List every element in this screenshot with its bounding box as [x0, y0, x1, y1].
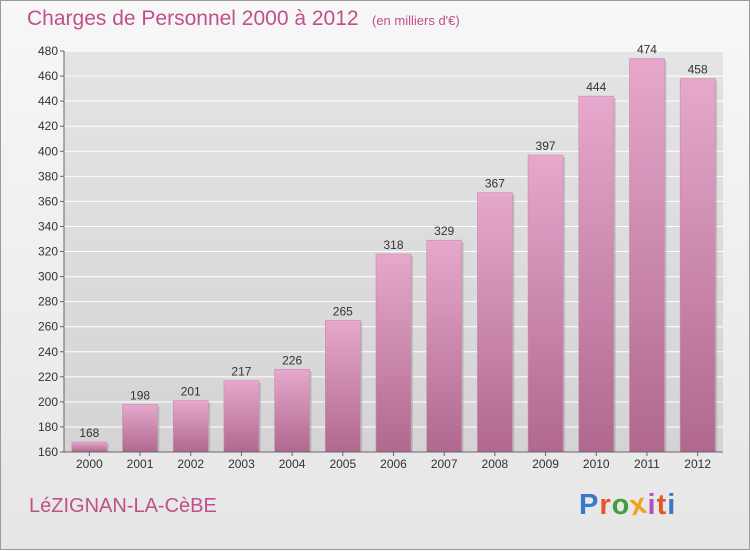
- bar: [223, 380, 260, 453]
- bar: [172, 400, 209, 453]
- y-tick-label: 160: [38, 445, 58, 459]
- data-label: 444: [586, 80, 606, 94]
- proxiti-logo: Proxiti: [579, 488, 677, 523]
- y-tick-label: 180: [38, 420, 58, 434]
- y-tick-label: 300: [38, 270, 58, 284]
- y-tick-label: 260: [38, 320, 58, 334]
- y-tick-label: 480: [38, 44, 58, 58]
- y-tick-label: 200: [38, 395, 58, 409]
- bar: [527, 154, 564, 453]
- x-tick-label: 2006: [380, 457, 407, 471]
- x-tick-label: 2000: [76, 457, 103, 471]
- bar: [325, 320, 361, 453]
- y-tick-label: 400: [38, 144, 58, 158]
- y-tick-label: 340: [38, 219, 58, 233]
- logo-letter: i: [667, 489, 677, 521]
- x-tick-label: 2008: [482, 457, 509, 471]
- chart-title: Charges de Personnel 2000 à 2012: [27, 7, 359, 30]
- y-tick-label: 380: [38, 169, 58, 183]
- y-tick-label: 440: [38, 94, 58, 108]
- y-tick-label: 360: [38, 194, 58, 208]
- x-tick-label: 2003: [228, 457, 255, 471]
- bar: [375, 253, 412, 453]
- data-label: 318: [383, 238, 403, 252]
- commune-name: LéZIGNAN-LA-CèBE: [29, 495, 217, 517]
- logo-letter: i: [647, 489, 657, 521]
- bar: [578, 95, 615, 453]
- bar: [477, 192, 513, 453]
- y-tick-label: 280: [38, 295, 58, 309]
- data-label: 458: [688, 63, 708, 77]
- bar: [122, 404, 158, 453]
- x-tick-label: 2012: [684, 457, 711, 471]
- data-label: 367: [485, 177, 505, 191]
- data-label: 226: [282, 353, 302, 367]
- bar: [679, 78, 716, 453]
- x-tick-label: 2005: [329, 457, 356, 471]
- data-label: 397: [536, 139, 556, 153]
- logo-letter: r: [599, 489, 612, 521]
- x-tick-label: 2009: [532, 457, 559, 471]
- bar: [629, 58, 665, 453]
- data-label: 217: [231, 365, 251, 379]
- data-label: 265: [333, 304, 353, 318]
- bar: [274, 368, 310, 453]
- chart-subtitle: (en milliers d'€): [372, 13, 460, 28]
- bar: [71, 441, 108, 453]
- logo-letter: P: [579, 489, 600, 521]
- data-label: 329: [434, 224, 454, 238]
- logo-letter: o: [611, 489, 631, 521]
- y-tick-label: 220: [38, 370, 58, 384]
- data-label: 168: [79, 426, 99, 440]
- data-label: 201: [181, 385, 201, 399]
- x-tick-label: 2002: [177, 457, 204, 471]
- x-tick-label: 2007: [431, 457, 458, 471]
- bar: [426, 239, 462, 453]
- y-tick-label: 240: [38, 345, 58, 359]
- y-tick-label: 320: [38, 245, 58, 259]
- x-tick-label: 2011: [634, 457, 660, 471]
- logo-letter: t: [656, 489, 668, 521]
- y-tick-label: 420: [38, 119, 58, 133]
- data-label: 198: [130, 388, 150, 402]
- x-tick-label: 2004: [279, 457, 306, 471]
- x-tick-label: 2001: [127, 457, 154, 471]
- data-label: 474: [637, 43, 657, 57]
- x-tick-label: 2010: [583, 457, 610, 471]
- y-tick-label: 460: [38, 69, 58, 83]
